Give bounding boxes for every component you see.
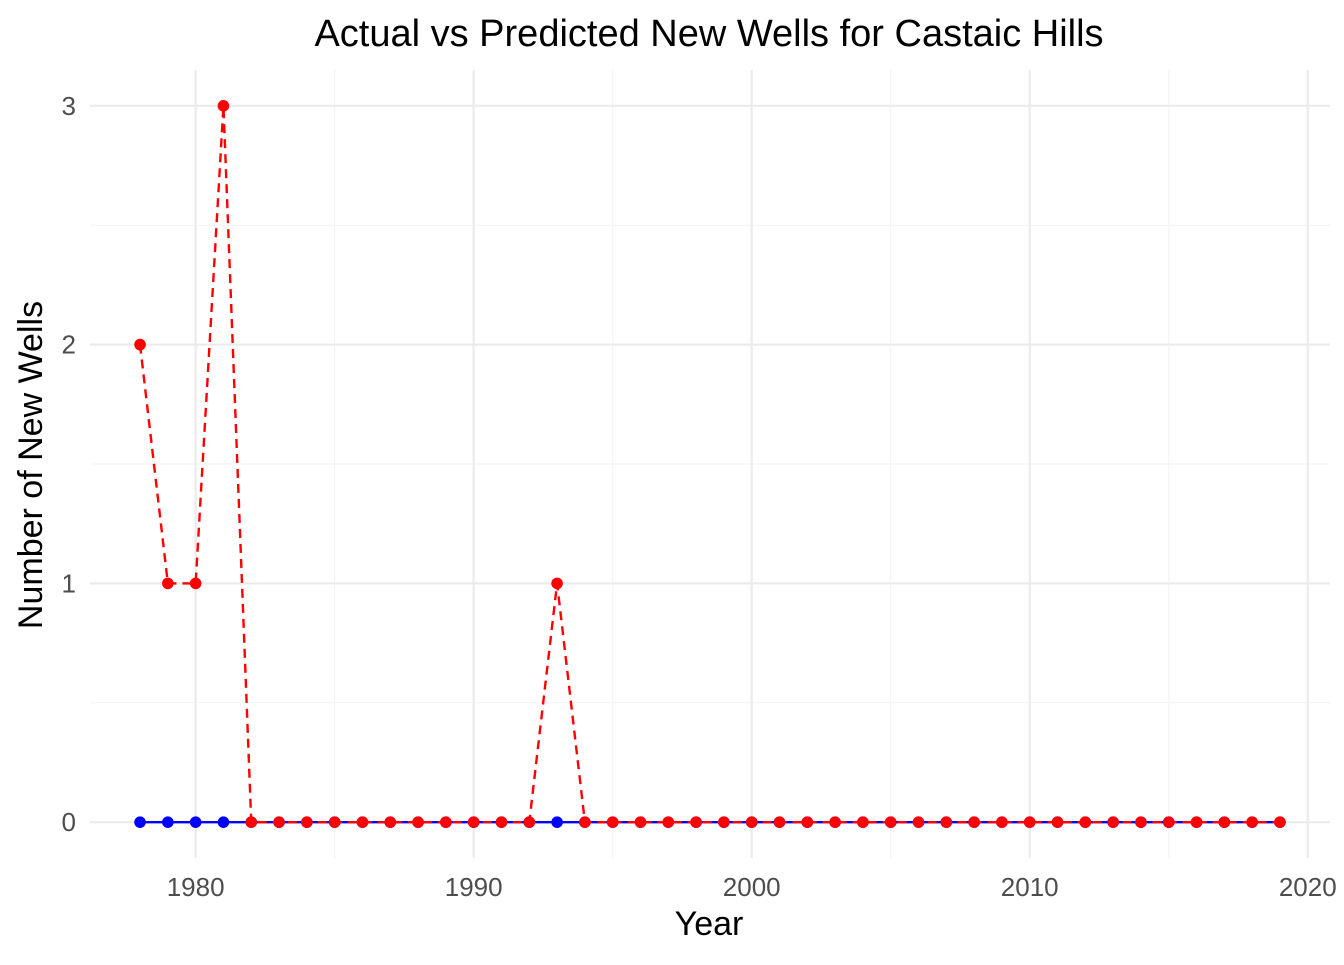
data-point-1 [1023,816,1036,828]
data-point-1 [773,816,786,828]
x-tick-label: 2010 [1001,872,1059,902]
data-point-1 [273,816,285,828]
grid-lines [90,70,1330,858]
x-axis-title: Year [675,905,744,943]
data-point-1 [857,816,869,828]
y-tick-label: 1 [62,568,76,598]
data-point-1 [162,577,174,590]
data-point-1 [1107,816,1119,828]
data-point-0 [217,816,230,828]
data-point-1 [801,816,814,828]
data-point-1 [968,816,980,828]
data-point-1 [301,816,313,828]
chart-title: Actual vs Predicted New Wells for Castai… [314,13,1103,55]
data-point-1 [440,816,452,828]
data-point-1 [884,816,897,828]
data-point-1 [634,816,647,828]
data-point-1 [829,816,841,828]
data-series [134,100,1286,828]
x-tick-label: 2000 [723,872,781,902]
data-point-1 [134,338,146,351]
data-point-1 [1218,816,1231,828]
data-point-1 [579,816,591,828]
y-tick-label: 2 [62,330,76,360]
data-point-1 [996,816,1008,828]
data-point-0 [189,816,202,828]
x-tick-label: 1980 [167,872,225,902]
data-point-1 [606,816,619,828]
data-point-1 [189,577,202,590]
data-point-1 [356,816,369,828]
data-point-1 [1274,816,1286,828]
data-point-1 [467,816,480,828]
data-point-1 [912,816,925,828]
data-point-1 [940,816,953,828]
data-point-1 [662,816,675,828]
tick-labels: 1980 1990 2000 2010 2020 0 1 2 3 [62,91,1337,902]
data-point-1 [495,816,508,828]
x-tick-label: 2020 [1279,872,1337,902]
data-point-1 [1135,816,1147,828]
data-point-1 [718,816,730,828]
series-1 [134,100,1286,828]
x-tick-label: 1990 [445,872,503,902]
data-point-1 [1162,816,1175,828]
data-point-1 [745,816,758,828]
data-point-1 [1190,816,1203,828]
series-line-1 [138,104,1280,824]
data-point-1 [551,577,563,590]
data-point-1 [412,816,424,828]
data-point-0 [134,816,146,828]
data-point-1 [245,816,258,828]
data-point-1 [1079,816,1092,828]
data-point-1 [328,816,341,828]
data-point-0 [162,816,174,828]
data-point-1 [1051,816,1064,828]
data-point-1 [690,816,702,828]
data-point-1 [217,100,230,112]
data-point-1 [523,816,536,828]
y-axis-title: Number of New Wells [12,301,50,629]
data-point-0 [551,816,563,828]
data-point-1 [1246,816,1258,828]
data-point-1 [384,816,397,828]
y-tick-label: 3 [62,91,76,121]
y-tick-label: 0 [62,807,76,837]
